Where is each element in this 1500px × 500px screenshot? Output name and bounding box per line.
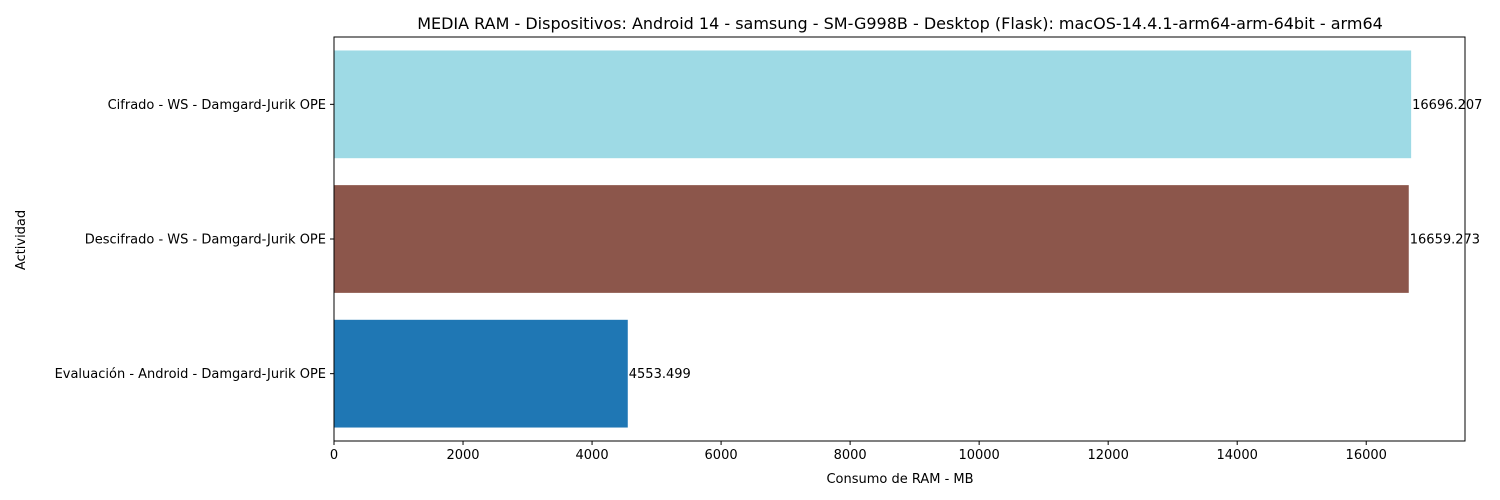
x-tick-label: 16000	[1346, 448, 1387, 463]
chart-title: MEDIA RAM - Dispositivos: Android 14 - s…	[417, 14, 1383, 33]
x-tick-label: 2000	[446, 448, 479, 463]
x-tick-label: 14000	[1217, 448, 1258, 463]
x-tick-label: 10000	[958, 448, 999, 463]
data-label: 16696.207	[1412, 98, 1482, 113]
plot-frame	[333, 36, 1466, 442]
y-tick-label: Descifrado - WS - Damgard-Jurik OPE	[85, 233, 326, 248]
x-tick-label: 4000	[576, 448, 609, 463]
y-axis-label: Actividad	[14, 210, 29, 270]
y-tick-label: Evaluación - Android - Damgard-Jurik OPE	[55, 367, 326, 382]
bar	[334, 185, 1409, 293]
data-label: 4553.499	[629, 367, 691, 382]
x-tick-label: 0	[330, 448, 338, 463]
x-tick-label: 12000	[1087, 448, 1128, 463]
x-axis-label: Consumo de RAM - MB	[826, 472, 973, 487]
x-tick-label: 6000	[705, 448, 738, 463]
bar	[334, 50, 1412, 159]
x-tick-label: 8000	[834, 448, 867, 463]
data-label: 16659.273	[1410, 233, 1480, 248]
plot-area: 4553.499 Evaluación - Android - Damgard-J…	[55, 36, 1482, 463]
bar	[334, 319, 628, 428]
y-tick-label: Cifrado - WS - Damgard-Jurik OPE	[108, 98, 326, 113]
